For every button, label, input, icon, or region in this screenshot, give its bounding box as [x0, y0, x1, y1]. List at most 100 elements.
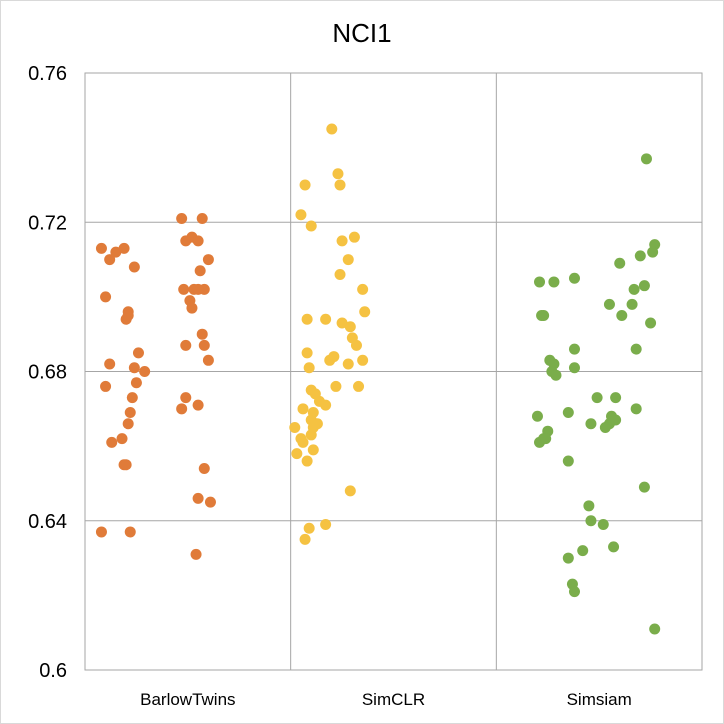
- data-point: [106, 436, 118, 448]
- y-tick-label: 0.68: [28, 362, 67, 384]
- data-point: [614, 257, 626, 269]
- data-point: [336, 235, 348, 247]
- data-point: [196, 213, 208, 225]
- y-tick-label: 0.64: [28, 511, 67, 533]
- data-point: [599, 421, 611, 433]
- data-point: [348, 231, 360, 243]
- y-tick-label: 0.76: [28, 63, 67, 85]
- data-point: [548, 276, 560, 288]
- data-point: [630, 403, 642, 415]
- data-point: [124, 526, 136, 538]
- data-point: [334, 268, 346, 280]
- data-point: [610, 392, 622, 404]
- y-tick-label: 0.72: [28, 212, 67, 234]
- data-point: [176, 403, 188, 415]
- data-point: [295, 433, 307, 445]
- data-point: [104, 254, 116, 266]
- data-point: [320, 518, 332, 530]
- data-point: [122, 310, 134, 322]
- data-point: [630, 343, 642, 355]
- data-point: [616, 310, 628, 322]
- data-point: [178, 283, 190, 295]
- data-point: [192, 283, 204, 295]
- data-point: [202, 354, 214, 366]
- data-point: [128, 261, 140, 273]
- data-point: [628, 283, 640, 295]
- data-point: [334, 179, 346, 191]
- data-point: [192, 235, 204, 247]
- data-point: [198, 463, 210, 475]
- data-point: [550, 369, 562, 381]
- data-point: [568, 362, 580, 374]
- x-axis-tick-labels: BarlowTwins SimCLR Simsiam: [140, 690, 632, 709]
- x-tick-label: Simsiam: [567, 690, 632, 709]
- data-point: [640, 153, 652, 165]
- data-point: [603, 298, 615, 310]
- data-point: [591, 392, 603, 404]
- data-point: [118, 242, 130, 254]
- data-point: [180, 392, 192, 404]
- data-point: [597, 518, 609, 530]
- data-point: [301, 455, 313, 467]
- data-point: [95, 526, 107, 538]
- data-point: [100, 380, 112, 392]
- data-point: [132, 347, 144, 359]
- data-point: [320, 313, 332, 325]
- data-point: [295, 209, 307, 221]
- data-point: [328, 351, 340, 363]
- data-point: [626, 298, 638, 310]
- data-point: [583, 500, 595, 512]
- gridlines: [84, 72, 703, 671]
- data-point: [534, 276, 546, 288]
- data-point: [608, 541, 620, 553]
- data-point: [204, 496, 216, 508]
- data-point: [202, 254, 214, 266]
- data-point: [568, 586, 580, 598]
- data-point: [638, 481, 650, 493]
- data-point: [330, 380, 342, 392]
- data-point: [638, 280, 650, 292]
- data-point: [289, 421, 301, 433]
- data-point: [357, 283, 369, 295]
- data-point: [311, 418, 323, 430]
- data-point: [301, 347, 313, 359]
- data-point: [359, 306, 371, 318]
- data-point: [95, 242, 107, 254]
- data-point: [585, 418, 597, 430]
- data-point: [190, 548, 202, 560]
- data-point: [531, 410, 543, 422]
- data-point: [610, 414, 622, 426]
- data-point: [180, 339, 192, 351]
- data-point: [122, 418, 134, 430]
- data-point: [344, 485, 356, 497]
- data-point: [124, 407, 136, 419]
- data-point: [303, 362, 315, 374]
- data-point: [194, 265, 206, 277]
- data-point: [297, 403, 309, 415]
- data-point: [196, 328, 208, 340]
- data-point: [305, 429, 317, 441]
- data-point: [540, 433, 552, 445]
- data-point: [299, 179, 311, 191]
- data-point: [291, 448, 303, 460]
- data-point: [326, 123, 338, 135]
- x-tick-label: SimCLR: [362, 690, 425, 709]
- data-point: [645, 317, 657, 329]
- y-axis-tick-labels: 0.6 0.64 0.68 0.72 0.76: [28, 63, 67, 682]
- data-point: [139, 366, 151, 377]
- data-point: [342, 254, 354, 266]
- y-tick-label: 0.6: [39, 660, 67, 682]
- data-point: [128, 362, 140, 374]
- data-point: [562, 552, 574, 564]
- data-point: [585, 515, 597, 527]
- data-point: [116, 433, 128, 445]
- x-tick-label: BarlowTwins: [140, 690, 235, 709]
- data-point: [303, 522, 315, 534]
- data-point: [301, 313, 313, 325]
- data-point: [192, 399, 204, 411]
- data-point: [104, 358, 116, 370]
- data-point: [353, 380, 365, 392]
- data-points: [95, 123, 661, 635]
- data-point: [568, 272, 580, 284]
- data-point: [336, 317, 348, 329]
